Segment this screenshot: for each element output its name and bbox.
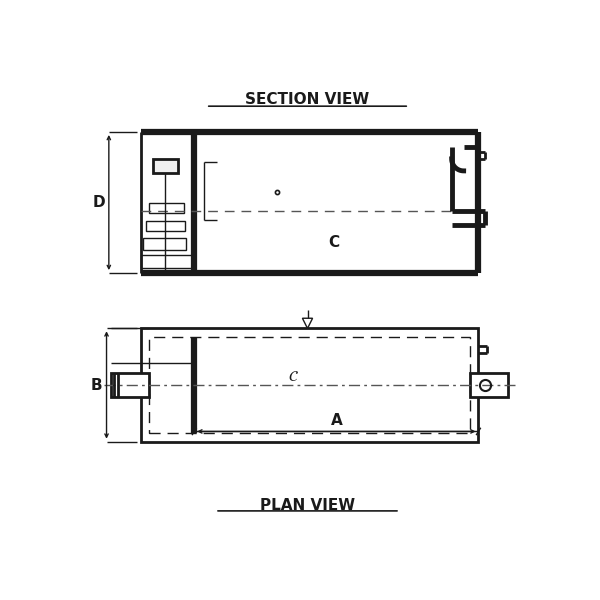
Bar bbox=[153, 159, 178, 173]
Bar bbox=[149, 203, 184, 213]
Bar bbox=[143, 238, 187, 250]
Bar bbox=[146, 221, 185, 232]
Bar bbox=[149, 337, 470, 433]
Text: C: C bbox=[328, 235, 339, 250]
Text: D: D bbox=[92, 195, 105, 210]
Text: $\mathcal{C}$: $\mathcal{C}$ bbox=[288, 369, 299, 384]
Text: B: B bbox=[91, 377, 102, 392]
Bar bbox=[111, 373, 149, 397]
Polygon shape bbox=[302, 318, 313, 328]
Bar bbox=[141, 256, 192, 268]
Text: A: A bbox=[331, 413, 342, 428]
Bar bbox=[141, 328, 478, 442]
Text: SECTION VIEW: SECTION VIEW bbox=[245, 92, 370, 107]
Text: PLAN VIEW: PLAN VIEW bbox=[260, 498, 355, 513]
Bar bbox=[470, 373, 508, 397]
